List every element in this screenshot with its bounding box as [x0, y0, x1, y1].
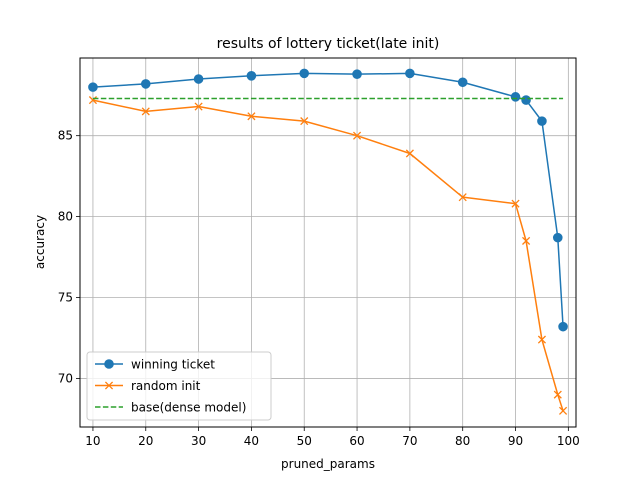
series-line-winning-ticket	[92, 72, 564, 327]
legend-entry: random init	[95, 379, 201, 393]
data-point-winning-ticket	[246, 71, 257, 81]
data-point-winning-ticket	[521, 95, 531, 105]
x-marker-stroke	[511, 199, 520, 208]
data-point-random-init	[405, 149, 414, 158]
data-point-winning-ticket	[299, 68, 310, 79]
x-marker-stroke	[537, 335, 546, 344]
series-layer	[88, 68, 568, 415]
y-axis-label: accuracy	[33, 215, 47, 269]
x-marker-stroke	[247, 112, 256, 121]
data-point-winning-ticket	[405, 68, 415, 79]
data-point-random-init	[352, 131, 362, 140]
legend-label: base(dense model)	[131, 401, 246, 415]
data-point-winning-ticket	[88, 82, 98, 92]
legend-marker	[104, 359, 114, 369]
data-point-random-init	[511, 199, 520, 208]
legend-box	[86, 351, 272, 421]
x-marker-stroke	[522, 236, 531, 245]
data-point-random-init	[553, 390, 562, 399]
data-point-random-init	[247, 112, 256, 121]
data-point-random-init	[141, 107, 150, 116]
y-tick-label: 75	[58, 291, 73, 305]
legend-marker	[104, 381, 114, 390]
x-axis-label: pruned_params	[281, 457, 375, 471]
data-point-winning-ticket	[352, 69, 362, 79]
x-marker-stroke	[141, 107, 150, 116]
x-marker-stroke	[352, 131, 362, 140]
data-point-winning-ticket	[558, 321, 568, 332]
data-point-random-init	[522, 236, 531, 245]
data-point-winning-ticket	[457, 77, 468, 88]
x-marker-stroke	[558, 406, 568, 415]
y-tick-label: 70	[58, 371, 73, 385]
data-point-random-init	[537, 335, 546, 344]
legend-label: winning ticket	[131, 358, 215, 372]
x-tick-label: 100	[557, 434, 580, 448]
plot-frame	[79, 57, 577, 428]
x-marker-stroke	[104, 381, 114, 390]
data-point-winning-ticket	[552, 232, 563, 243]
data-point-winning-ticket	[193, 74, 204, 84]
data-point-random-init	[300, 117, 309, 126]
x-marker-stroke	[194, 102, 203, 111]
x-marker-stroke	[405, 149, 414, 158]
legend: winning ticket random init base(dense mode…	[86, 351, 272, 421]
legend-entry: winning ticket	[95, 358, 215, 372]
x-marker-stroke	[553, 390, 562, 399]
data-point-winning-ticket	[510, 92, 521, 102]
x-marker-stroke	[88, 96, 98, 105]
data-point-random-init	[194, 102, 203, 111]
data-point-random-init	[558, 406, 568, 415]
data-point-random-init	[88, 96, 98, 105]
data-point-random-init	[458, 193, 467, 202]
chart-title: results of lottery ticket(late init)	[217, 36, 440, 52]
x-marker-stroke	[458, 193, 467, 202]
y-tick-label: 85	[58, 129, 73, 143]
data-point-winning-ticket	[140, 79, 151, 89]
legend-label: random init	[131, 379, 201, 393]
x-tick-label: 10	[85, 434, 100, 448]
y-tick-label: 80	[58, 210, 73, 224]
legend-entry: base(dense model)	[95, 401, 246, 415]
x-tick-label: 40	[244, 434, 259, 448]
x-tick-label: 30	[191, 434, 206, 448]
x-tick-label: 90	[508, 434, 523, 448]
data-point-winning-ticket	[537, 116, 547, 126]
x-tick-label: 80	[455, 434, 470, 448]
axis-ticks: 10 20 30 40 50 60 70 80 90 100 70 75 80 85	[58, 129, 580, 448]
x-tick-label: 20	[138, 434, 153, 448]
x-tick-label: 60	[349, 434, 364, 448]
x-tick-label: 50	[297, 434, 312, 448]
x-marker-stroke	[300, 117, 309, 126]
x-tick-label: 70	[402, 434, 417, 448]
